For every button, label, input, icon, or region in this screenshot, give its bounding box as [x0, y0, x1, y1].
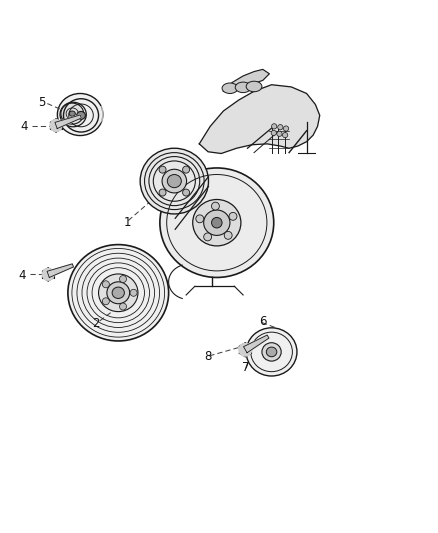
Ellipse shape [57, 93, 103, 135]
Circle shape [238, 343, 252, 357]
Ellipse shape [246, 328, 297, 376]
Ellipse shape [60, 102, 86, 127]
Circle shape [204, 233, 212, 241]
Ellipse shape [99, 274, 138, 312]
Circle shape [120, 303, 127, 310]
Ellipse shape [162, 169, 187, 193]
Circle shape [277, 131, 282, 136]
Ellipse shape [77, 111, 85, 119]
Circle shape [283, 126, 289, 131]
Circle shape [42, 268, 55, 281]
Circle shape [212, 202, 219, 210]
Circle shape [130, 289, 137, 296]
Polygon shape [199, 85, 320, 154]
Circle shape [272, 124, 277, 129]
Circle shape [159, 189, 166, 196]
Text: 1: 1 [123, 216, 131, 229]
Polygon shape [61, 107, 103, 128]
Text: 4: 4 [20, 120, 28, 133]
Ellipse shape [193, 199, 241, 246]
Text: 6: 6 [259, 315, 267, 328]
Circle shape [229, 212, 237, 220]
Ellipse shape [167, 174, 181, 188]
Ellipse shape [107, 282, 130, 304]
Circle shape [196, 215, 204, 223]
Circle shape [102, 298, 110, 305]
Text: 2: 2 [92, 317, 100, 330]
Ellipse shape [235, 82, 251, 93]
Ellipse shape [160, 168, 274, 278]
Circle shape [49, 119, 63, 132]
Ellipse shape [112, 287, 124, 298]
Circle shape [278, 125, 283, 130]
Text: 8: 8 [205, 350, 212, 363]
Circle shape [271, 130, 276, 135]
Text: 7: 7 [241, 361, 249, 374]
Ellipse shape [140, 148, 208, 214]
Ellipse shape [68, 245, 169, 341]
Ellipse shape [204, 210, 230, 236]
Circle shape [102, 281, 110, 288]
Ellipse shape [69, 111, 75, 116]
Circle shape [224, 231, 232, 239]
Polygon shape [244, 335, 269, 353]
Text: 5: 5 [38, 96, 45, 109]
Ellipse shape [246, 81, 262, 92]
Text: 4: 4 [18, 269, 26, 282]
Ellipse shape [61, 103, 84, 124]
Circle shape [283, 133, 288, 138]
Ellipse shape [222, 83, 238, 93]
Circle shape [120, 276, 127, 282]
Circle shape [183, 189, 190, 196]
Ellipse shape [212, 217, 222, 228]
Polygon shape [55, 115, 81, 128]
Polygon shape [223, 69, 269, 91]
Ellipse shape [262, 343, 281, 361]
Polygon shape [47, 264, 74, 278]
Circle shape [183, 166, 190, 173]
Circle shape [159, 166, 166, 173]
Ellipse shape [266, 347, 277, 357]
